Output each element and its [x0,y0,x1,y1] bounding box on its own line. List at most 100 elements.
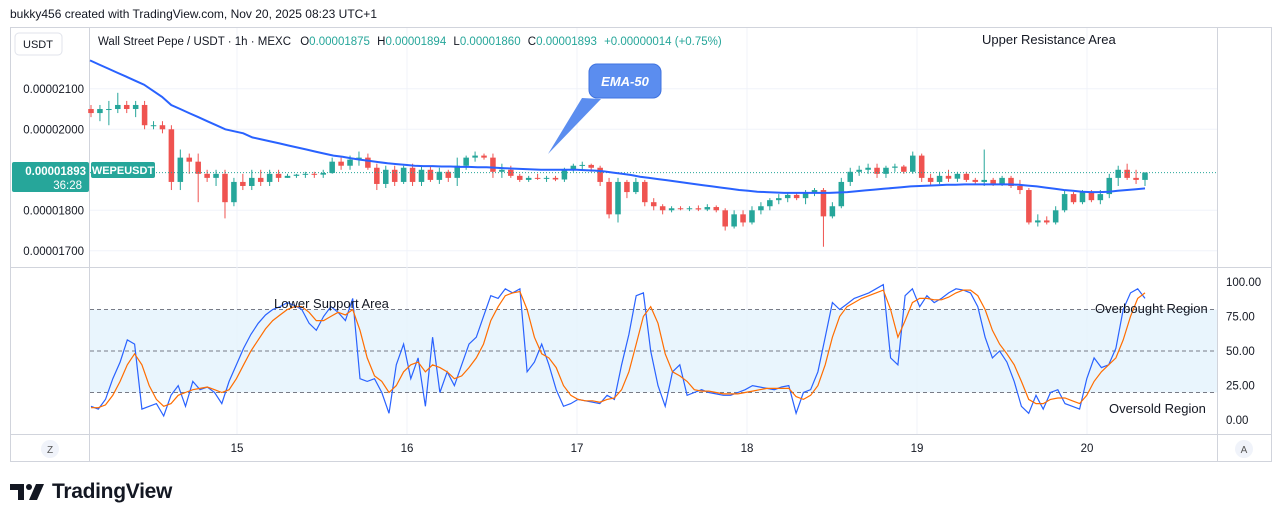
candle [374,163,380,191]
candle [847,167,854,186]
time-axis[interactable]: 15 16 17 18 19 20 [231,443,1094,455]
candle [168,125,175,191]
candle [1133,169,1139,184]
candle [454,157,460,186]
auto-scale-button-label: A [1241,445,1248,456]
ticker-badge-bg [91,162,155,178]
candle [311,171,318,178]
candle [579,161,586,170]
candle [954,171,961,182]
auto-scale-button[interactable] [1235,440,1253,458]
candle [231,177,237,207]
candle [615,177,621,223]
chart-credit-header: bukky456 created with TradingView.com, N… [10,7,377,21]
candlestick-series [88,92,1148,247]
candle [927,173,934,186]
candle [1035,214,1041,227]
ema-callout-box [588,63,662,99]
candle [1052,206,1059,225]
stoch-tick-label: 0.00 [1226,415,1248,427]
candle [329,157,335,174]
candle [400,165,407,184]
stoch-tick-label: 25.00 [1226,381,1255,393]
candle [1106,173,1113,199]
candle [874,163,880,178]
candle [1115,165,1121,186]
price-tick-label: 0.00002100 [23,84,84,96]
candle [909,151,916,174]
price-tick-label: 0.00001800 [23,205,84,217]
change-value: +0.00000014 (+0.75%) [604,36,722,48]
candle [257,169,264,186]
log-scale-button-label: Z [47,445,53,456]
oversold-label: Oversold Region [1109,401,1206,416]
ema-callout-pointer [548,98,601,154]
candle [695,205,702,212]
candle [865,163,871,174]
candle [624,179,630,199]
open-value: 0.00001875 [309,36,370,48]
candle [472,151,478,162]
overbought-label: Overbought Region [1095,301,1208,316]
time-tick-label: 19 [911,443,924,455]
candle [945,169,952,182]
lower-support-label: Lower Support Area [274,296,390,311]
ema-50-line [89,59,1146,194]
candle [275,169,282,182]
last-price-value: 0.00001893 [25,166,86,178]
candle [240,173,246,191]
tradingview-logo-text: TradingView [52,480,173,503]
currency-button[interactable] [14,32,63,56]
last-price-badge: 0.00001893 36:28 WEPEUSDT [12,162,155,192]
log-scale-button[interactable] [41,440,59,458]
candle [445,169,452,182]
time-tick-label: 20 [1081,443,1094,455]
candle [704,204,711,212]
bar-countdown: 36:28 [53,180,82,192]
ema-callout-label: EMA-50 [601,74,649,89]
candle [186,153,193,174]
close-value: 0.00001893 [536,36,597,48]
candle [856,165,862,176]
candle [668,206,675,213]
candle [749,206,755,225]
trading-chart[interactable]: 0.00002100 0.00002000 0.00001800 0.00001700… [0,0,1281,470]
candle [606,177,612,219]
upper-resistance-label: Upper Resistance Area [982,32,1116,47]
candle [266,169,273,186]
candle [436,167,443,184]
candle [820,188,827,247]
candle [776,194,782,205]
candle [686,206,693,212]
stoch-d-line [91,289,1146,409]
candle [222,169,228,219]
time-tick-label: 16 [401,443,414,455]
candle [132,100,139,118]
time-tick-label: 17 [571,443,584,455]
candle [659,204,666,215]
candle [97,104,103,122]
candle [534,173,541,180]
close-label: C [528,36,536,48]
candle [972,177,979,184]
candle [758,202,764,215]
time-tick-label: 15 [231,443,244,455]
candle [1142,172,1148,186]
candle [642,179,648,207]
candle [552,175,559,182]
candle [284,173,291,178]
low-label: L [453,36,460,48]
last-price-badge-bg [12,162,89,192]
candle [418,165,425,186]
chart-frame[interactable] [10,27,1272,462]
tradingview-logo[interactable]: TradingView [10,480,172,504]
candle [713,205,720,213]
price-axis[interactable]: 0.00002100 0.00002000 0.00001800 0.00001700 [23,84,84,258]
candle [382,165,389,189]
candle [490,153,496,178]
ticker-badge-label: WEPEUSDT [92,165,155,177]
candle [650,198,657,211]
candle [981,149,987,186]
stoch-tick-label: 75.00 [1226,311,1255,323]
stoch-axis[interactable]: 100.00 75.00 50.00 25.00 0.00 [1226,277,1261,427]
